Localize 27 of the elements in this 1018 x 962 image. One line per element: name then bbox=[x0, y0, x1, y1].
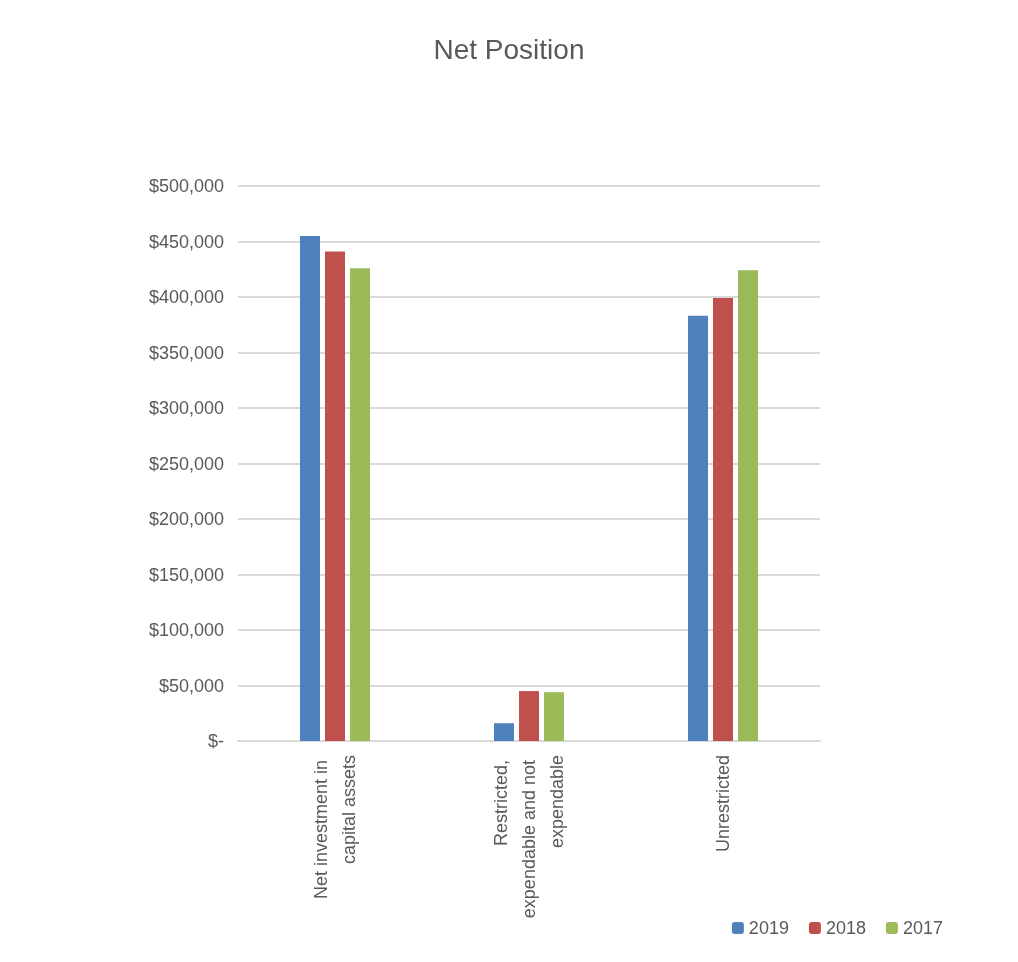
x-tick-label: Unrestricted bbox=[713, 755, 733, 853]
bar bbox=[544, 692, 564, 741]
y-tick-label: $100,000 bbox=[148, 620, 224, 640]
bar bbox=[300, 235, 320, 741]
bar bbox=[713, 298, 733, 741]
y-tick-label: $50,000 bbox=[158, 675, 224, 696]
x-tick-label: Restricted, expendable and not expendable bbox=[491, 755, 567, 919]
bar bbox=[325, 251, 345, 741]
legend-label: 2017 bbox=[902, 918, 943, 938]
bar bbox=[738, 270, 758, 741]
bar bbox=[519, 691, 539, 741]
y-tick-label: $200,000 bbox=[148, 509, 224, 529]
y-tick-label: $- bbox=[207, 731, 224, 751]
y-tick-label: $150,000 bbox=[148, 564, 224, 585]
bar bbox=[688, 315, 708, 741]
chart-title: Net Position bbox=[433, 33, 585, 65]
y-tick-label: $400,000 bbox=[148, 287, 224, 307]
x-tick-label: Net investment in capital assets bbox=[311, 755, 359, 900]
y-tick-label: $350,000 bbox=[148, 342, 224, 363]
legend-label: 2019 bbox=[748, 918, 789, 938]
bar bbox=[350, 268, 370, 741]
y-tick-label: $500,000 bbox=[148, 176, 224, 196]
y-tick-label: $300,000 bbox=[148, 398, 224, 418]
y-tick-label: $250,000 bbox=[148, 453, 224, 474]
y-tick-label: $450,000 bbox=[148, 231, 224, 252]
bar bbox=[494, 723, 514, 741]
legend-label: 2018 bbox=[825, 918, 866, 938]
